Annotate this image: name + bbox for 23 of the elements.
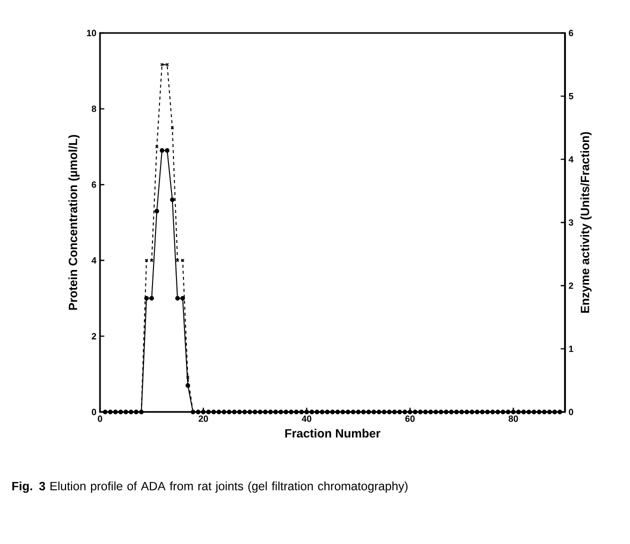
y2-tick-label: 2 [568, 282, 574, 289]
y-tick-label: 4 [92, 257, 96, 264]
y2-axis-title: Enzyme activity (Units/Fraction) [580, 132, 592, 313]
x-axis-title: Fraction Number [285, 428, 380, 438]
y-tick-label: 6 [92, 181, 96, 188]
y2-tick-label: 6 [568, 30, 574, 36]
x-tick-label: 80 [508, 416, 518, 422]
y-tick-label: 2 [92, 333, 96, 340]
text: Fig. 3 Elution profile of ADA from rat joints (gel filtration chromatography) [12, 482, 408, 493]
y-tick-label: 8 [92, 106, 96, 112]
x-tick-label: 0 [98, 416, 102, 422]
y2-tick-label: 1 [569, 346, 574, 352]
point [155, 144, 159, 148]
y2-tick-label: 3 [568, 219, 574, 226]
y-tick-label: 10 [87, 30, 96, 36]
y2-tick-label: 5 [568, 93, 574, 100]
y2-tick-label: 4 [568, 156, 574, 162]
y-axis-title: Protein Concentration (µmol/L) [68, 134, 80, 310]
y2-tick-label: 0 [568, 408, 574, 416]
x-tick-label: 40 [302, 416, 312, 422]
x-tick-label: 20 [198, 416, 208, 422]
y-tick-label: 0 [92, 408, 96, 416]
x-tick-label: 60 [405, 416, 415, 422]
